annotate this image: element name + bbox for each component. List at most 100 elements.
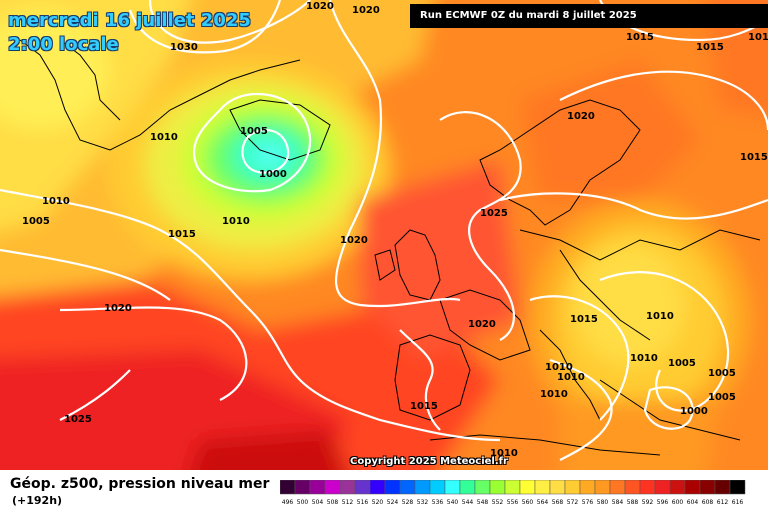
scale-tick-label: 548 (477, 499, 489, 506)
scale-tick-label: 568 (552, 499, 564, 506)
scale-tick-label: 612 (717, 499, 729, 506)
isobar-label: 1015 (626, 32, 654, 43)
scale-tick-label: 608 (702, 499, 714, 506)
isobar-label: 1025 (64, 414, 92, 425)
scale-tick-label: 592 (642, 499, 654, 506)
scale-tick-label: 600 (672, 499, 684, 506)
scale-tick-label: 588 (627, 499, 639, 506)
scale-swatch (669, 480, 686, 495)
scale-tick-label: 496 (282, 499, 294, 506)
scale-swatch (714, 480, 731, 495)
scale-tick-label: 556 (507, 499, 519, 506)
scale-tick-label: 604 (687, 499, 699, 506)
isobar-label: 1010 (222, 216, 250, 227)
forecast-time: 2:00 locale (8, 34, 119, 55)
scale-tick-label: 532 (417, 499, 429, 506)
isobar-label: 1020 (306, 1, 334, 12)
isobar-labels: 1020 1020 1030 1015 1015 1015 1010 1005 … (22, 1, 768, 459)
scale-swatch (399, 480, 416, 495)
scale-swatch (534, 480, 551, 495)
color-scale: 496 500 504 508 512 516 520 524 528 532 536 540 544 5… (280, 480, 746, 506)
geopotential-field (0, 0, 768, 470)
isobar-label: 1000 (680, 406, 708, 417)
scale-swatch (384, 480, 401, 495)
isobar-label: 1015 (696, 42, 724, 53)
scale-swatch (474, 480, 491, 495)
isobar-label: 1010 (630, 353, 658, 364)
scale-tick-label: 528 (402, 499, 414, 506)
isobar-label: 1025 (480, 208, 508, 219)
isobar-label: 1005 (22, 216, 50, 227)
isobar-label: 1020 (104, 303, 132, 314)
forecast-lead-time: (+192h) (12, 494, 63, 507)
scale-swatch (609, 480, 626, 495)
model-run-label: Run ECMWF 0Z du mardi 8 juillet 2025 (410, 4, 768, 28)
scale-swatch (594, 480, 611, 495)
isobar-label: 1010 (490, 448, 518, 459)
scale-swatch (444, 480, 461, 495)
scale-swatch (309, 480, 326, 495)
isobar-label: 1015 (410, 401, 438, 412)
isobar-label: 1020 (468, 319, 496, 330)
scale-tick-label: 520 (372, 499, 384, 506)
scale-swatch (654, 480, 671, 495)
isobar-label: 1005 (240, 126, 268, 137)
isobar-label: 1030 (170, 42, 198, 53)
isobar-label: 1020 (567, 111, 595, 122)
scale-swatch (579, 480, 596, 495)
scale-swatch (429, 480, 446, 495)
scale-tick-label: 524 (387, 499, 399, 506)
scale-tick-label: 540 (447, 499, 459, 506)
scale-swatch (699, 480, 716, 495)
isobar-label: 1020 (340, 235, 368, 246)
scale-tick-label: 616 (732, 499, 744, 506)
scale-tick-label: 544 (462, 499, 474, 506)
geopotential-map: 1020 1020 1030 1015 1015 1015 1010 1005 … (0, 0, 768, 470)
forecast-date: mercredi 16 juillet 2025 (8, 10, 251, 31)
scale-swatch (354, 480, 371, 495)
color-scale-labels: 496 500 504 508 512 516 520 524 528 532 536 540 544 5… (282, 499, 744, 506)
scale-swatch (369, 480, 386, 495)
isobar-label: 1010 (545, 362, 573, 373)
isobar-label: 1010 (150, 132, 178, 143)
scale-swatch (564, 480, 581, 495)
scale-swatch (489, 480, 506, 495)
color-scale-swatches (280, 480, 746, 495)
isobar-label: 1010 (646, 311, 674, 322)
scale-swatch (324, 480, 341, 495)
scale-tick-label: 580 (597, 499, 609, 506)
scale-swatch (549, 480, 566, 495)
legend-title: Géop. z500, pression niveau mer (10, 476, 270, 492)
scale-tick-label: 572 (567, 499, 579, 506)
isobar-label: 1005 (708, 392, 736, 403)
scale-tick-label: 504 (312, 499, 324, 506)
scale-tick-label: 536 (432, 499, 444, 506)
scale-tick-label: 516 (357, 499, 369, 506)
scale-swatch (280, 480, 296, 495)
scale-tick-label: 576 (582, 499, 594, 506)
scale-swatch (729, 480, 746, 495)
isobar-label: 1015 (740, 152, 768, 163)
isobar-label: 1005 (668, 358, 696, 369)
scale-swatch (414, 480, 431, 495)
scale-swatch (624, 480, 641, 495)
isobar-label: 1015 (168, 229, 196, 240)
isobar-label: 1010 (557, 372, 585, 383)
scale-tick-label: 552 (492, 499, 504, 506)
scale-swatch (504, 480, 521, 495)
scale-swatch (294, 480, 311, 495)
isobar-label: 1015 (748, 32, 768, 43)
scale-tick-label: 508 (327, 499, 339, 506)
isobar-label: 1000 (259, 169, 287, 180)
map-area: 1020 1020 1030 1015 1015 1015 1010 1005 … (0, 0, 768, 470)
scale-swatch (519, 480, 536, 495)
scale-tick-label: 584 (612, 499, 624, 506)
isobar-label: 1010 (540, 389, 568, 400)
scale-swatch (339, 480, 356, 495)
isobar-label: 1015 (570, 314, 598, 325)
scale-swatch (639, 480, 656, 495)
isobar-label: 1010 (42, 196, 70, 207)
legend-bar: Géop. z500, pression niveau mer (+192h) … (0, 470, 768, 512)
isobar-label: 1005 (708, 368, 736, 379)
